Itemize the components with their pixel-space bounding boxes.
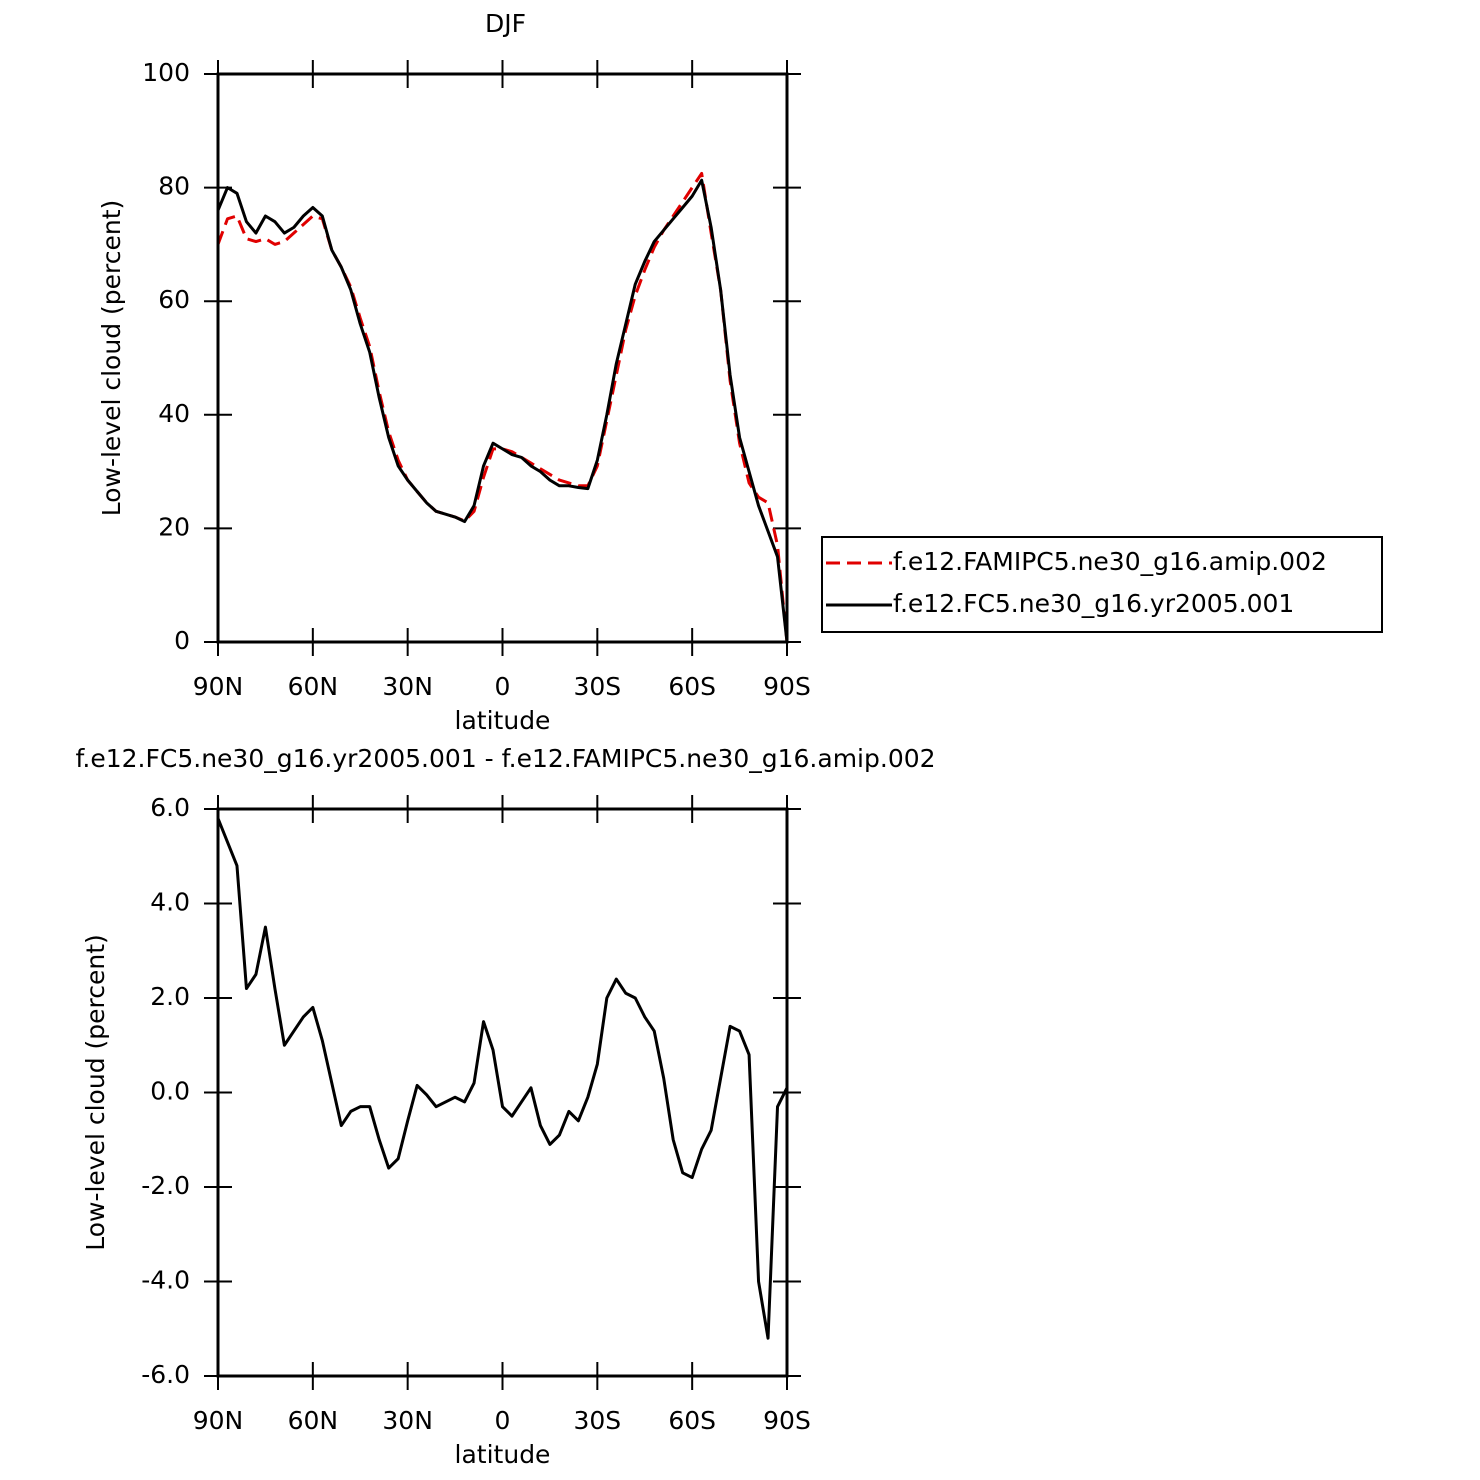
data-line xyxy=(216,171,789,643)
y-tick-label: 100 xyxy=(142,58,190,87)
legend-label: f.e12.FC5.ne30_g16.yr2005.001 xyxy=(893,589,1294,618)
x-tick-label: 60S xyxy=(668,672,716,701)
y-axis-label: Low-level cloud (percent) xyxy=(81,934,110,1251)
y-tick-label: 4.0 xyxy=(150,888,190,917)
data-line xyxy=(216,817,789,1340)
x-tick-label: 0 xyxy=(495,672,511,701)
legend-box xyxy=(821,536,1383,633)
y-tick-label: 0.0 xyxy=(150,1077,190,1106)
x-tick-label: 90S xyxy=(763,1406,811,1435)
x-tick-label: 30N xyxy=(382,1406,433,1435)
x-tick-label: 90N xyxy=(193,1406,244,1435)
y-tick-label: 2.0 xyxy=(150,982,190,1011)
y-tick-label: 6.0 xyxy=(150,793,190,822)
x-tick-label: 30S xyxy=(573,1406,621,1435)
y-tick-label: -2.0 xyxy=(141,1171,190,1200)
plot-frame xyxy=(216,807,789,1378)
x-tick-label: 0 xyxy=(495,1406,511,1435)
x-tick-label: 60N xyxy=(288,1406,339,1435)
x-tick-label: 60S xyxy=(668,1406,716,1435)
chart-title: f.e12.FC5.ne30_g16.yr2005.001 - f.e12.FA… xyxy=(75,744,935,773)
y-tick-label: -6.0 xyxy=(141,1360,190,1389)
chart-title: DJF xyxy=(485,9,526,38)
x-axis-label: latitude xyxy=(455,706,551,735)
x-tick-label: 30S xyxy=(573,672,621,701)
y-tick-label: 0 xyxy=(174,626,190,655)
plot-frame xyxy=(216,72,789,644)
x-tick-label: 90S xyxy=(763,672,811,701)
x-tick-label: 30N xyxy=(382,672,433,701)
y-tick-label: 80 xyxy=(158,172,190,201)
y-tick-label: 20 xyxy=(158,512,190,541)
data-line xyxy=(216,178,789,643)
y-tick-label: 60 xyxy=(158,285,190,314)
legend-label: f.e12.FAMIPC5.ne30_g16.amip.002 xyxy=(893,547,1327,576)
x-tick-label: 60N xyxy=(288,672,339,701)
x-tick-label: 90N xyxy=(193,672,244,701)
x-axis-label: latitude xyxy=(455,1440,551,1469)
y-axis-label: Low-level cloud (percent) xyxy=(97,200,126,517)
y-tick-label: 40 xyxy=(158,399,190,428)
y-tick-label: -4.0 xyxy=(141,1266,190,1295)
